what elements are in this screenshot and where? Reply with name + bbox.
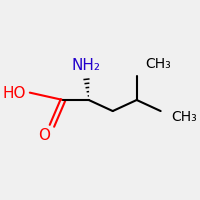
Text: CH₃: CH₃: [171, 110, 197, 124]
Text: HO: HO: [3, 86, 26, 101]
Text: CH₃: CH₃: [145, 57, 171, 71]
Text: O: O: [38, 128, 50, 143]
Text: NH₂: NH₂: [72, 58, 101, 73]
